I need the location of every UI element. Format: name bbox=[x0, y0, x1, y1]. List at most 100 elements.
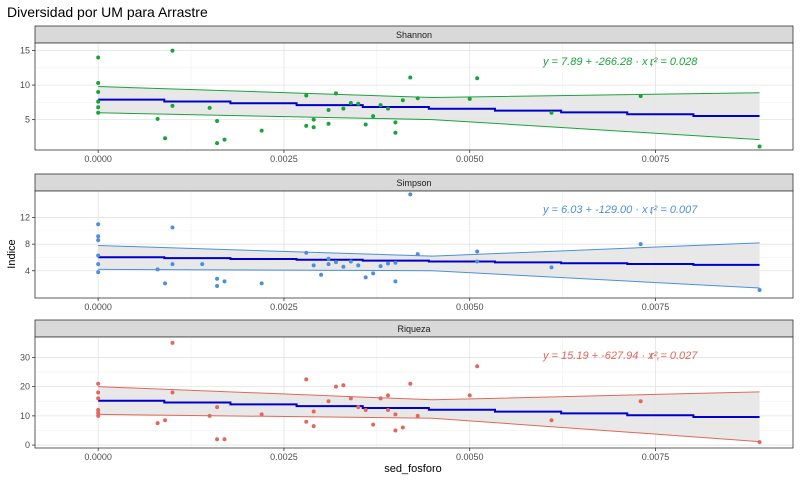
data-point bbox=[200, 262, 205, 267]
x-tick-label: 0.0050 bbox=[456, 452, 484, 462]
regression-equation: y = 7.89 + -266.28 · x , bbox=[542, 56, 654, 68]
y-axis-label: Indice bbox=[6, 239, 18, 268]
data-point bbox=[326, 262, 331, 267]
data-point bbox=[638, 242, 643, 247]
data-point bbox=[163, 136, 168, 141]
data-point bbox=[467, 96, 472, 101]
data-point bbox=[155, 116, 160, 121]
y-tick-label: 15 bbox=[20, 46, 30, 56]
data-point bbox=[311, 117, 316, 122]
data-point bbox=[304, 250, 309, 255]
data-point bbox=[363, 275, 368, 280]
x-tick-label: 0.0000 bbox=[84, 452, 112, 462]
data-point bbox=[356, 405, 361, 410]
ci-upper-line bbox=[98, 386, 760, 401]
data-point bbox=[96, 262, 101, 267]
y-tick-label: 10 bbox=[20, 80, 30, 90]
data-point bbox=[96, 105, 101, 110]
x-tick-label: 0.0075 bbox=[642, 154, 670, 164]
data-point bbox=[638, 399, 643, 404]
data-point bbox=[311, 409, 316, 414]
data-point bbox=[311, 263, 316, 268]
data-point bbox=[408, 75, 413, 80]
confidence-ribbon bbox=[98, 386, 760, 442]
data-point bbox=[304, 93, 309, 98]
data-point bbox=[311, 125, 316, 130]
data-point bbox=[155, 421, 160, 426]
data-point bbox=[393, 412, 398, 417]
regression-fit-line bbox=[98, 256, 760, 266]
panel-riqueza: Riqueza 0.0000 0.0025 0.0050 0.0075 0 10 20 30 y … bbox=[20, 319, 794, 462]
data-point bbox=[222, 437, 227, 442]
data-point bbox=[408, 381, 413, 386]
data-point bbox=[326, 399, 331, 404]
x-axis-label: sed_fosforo bbox=[384, 463, 441, 475]
data-point bbox=[348, 259, 353, 264]
data-point bbox=[96, 110, 101, 115]
data-point bbox=[638, 94, 643, 99]
r-squared-label: r² = 0.007 bbox=[650, 204, 698, 216]
data-point bbox=[356, 263, 361, 268]
data-point bbox=[96, 222, 101, 227]
y-tick-label: 8 bbox=[25, 239, 30, 249]
data-point bbox=[757, 440, 762, 445]
data-point bbox=[393, 279, 398, 284]
data-point bbox=[96, 90, 101, 95]
ci-upper-line bbox=[98, 85, 760, 99]
panel-border bbox=[34, 42, 794, 151]
data-point bbox=[96, 234, 101, 239]
y-tick-label: 5 bbox=[25, 115, 30, 125]
data-point bbox=[341, 383, 346, 388]
data-point bbox=[259, 281, 264, 286]
data-point bbox=[96, 390, 101, 395]
data-point bbox=[96, 413, 101, 418]
regression-fit-line bbox=[98, 98, 760, 118]
panel-shannon: Shannon 0.0000 0.0025 0.0050 0.0075 5 10 15 y = … bbox=[20, 25, 794, 164]
data-point bbox=[475, 76, 480, 81]
data-point bbox=[475, 364, 480, 369]
data-point bbox=[475, 249, 480, 254]
x-tick-label: 0.0075 bbox=[642, 452, 670, 462]
data-point bbox=[363, 122, 368, 127]
x-tick-label: 0.0000 bbox=[84, 302, 112, 312]
data-point bbox=[393, 428, 398, 433]
data-point bbox=[326, 107, 331, 112]
data-point bbox=[222, 137, 227, 142]
data-point bbox=[341, 106, 346, 111]
panel-border bbox=[34, 336, 794, 449]
data-point bbox=[400, 425, 405, 430]
data-point bbox=[304, 123, 309, 128]
data-point bbox=[400, 98, 405, 103]
data-point bbox=[385, 261, 390, 266]
data-point bbox=[215, 437, 220, 442]
data-point bbox=[96, 238, 101, 243]
data-point bbox=[170, 48, 175, 53]
data-point bbox=[356, 101, 361, 106]
x-tick-label: 0.0025 bbox=[270, 302, 298, 312]
data-point bbox=[170, 262, 175, 267]
data-point bbox=[326, 121, 331, 126]
data-point bbox=[363, 408, 368, 413]
data-point bbox=[385, 106, 390, 111]
regression-fit-line bbox=[98, 399, 760, 419]
x-tick-label: 0.0050 bbox=[456, 302, 484, 312]
y-tick-label: 12 bbox=[20, 213, 30, 223]
data-point bbox=[170, 103, 175, 108]
data-point bbox=[475, 259, 480, 264]
data-point bbox=[304, 377, 309, 382]
data-point bbox=[408, 192, 413, 197]
ci-upper-line bbox=[98, 242, 760, 257]
panel-simpson: Simpson 0.0000 0.0025 0.0050 0.0075 4 8 12 y = 6… bbox=[20, 173, 794, 312]
data-point bbox=[96, 410, 101, 415]
data-point bbox=[96, 381, 101, 386]
data-point bbox=[371, 422, 376, 427]
facet-strip-label: Riqueza bbox=[397, 324, 430, 334]
y-tick-label: 0 bbox=[25, 440, 30, 450]
data-point bbox=[259, 412, 264, 417]
data-point bbox=[96, 55, 101, 60]
data-point bbox=[549, 418, 554, 423]
data-point bbox=[215, 276, 220, 281]
x-tick-label: 0.0025 bbox=[270, 452, 298, 462]
data-point bbox=[378, 396, 383, 401]
